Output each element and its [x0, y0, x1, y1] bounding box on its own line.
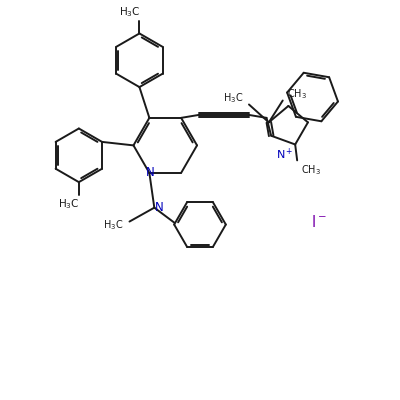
Text: N$^+$: N$^+$: [276, 146, 293, 162]
Text: H$_3$C: H$_3$C: [119, 6, 140, 20]
Text: I$^-$: I$^-$: [311, 214, 327, 230]
Text: N: N: [155, 201, 164, 214]
Text: H$_3$C: H$_3$C: [223, 92, 243, 106]
Text: CH$_3$: CH$_3$: [301, 163, 321, 177]
Text: H$_3$C: H$_3$C: [104, 219, 124, 232]
Text: H$_3$C: H$_3$C: [58, 197, 80, 211]
Text: N: N: [146, 166, 155, 180]
Text: CH$_3$: CH$_3$: [287, 88, 307, 102]
